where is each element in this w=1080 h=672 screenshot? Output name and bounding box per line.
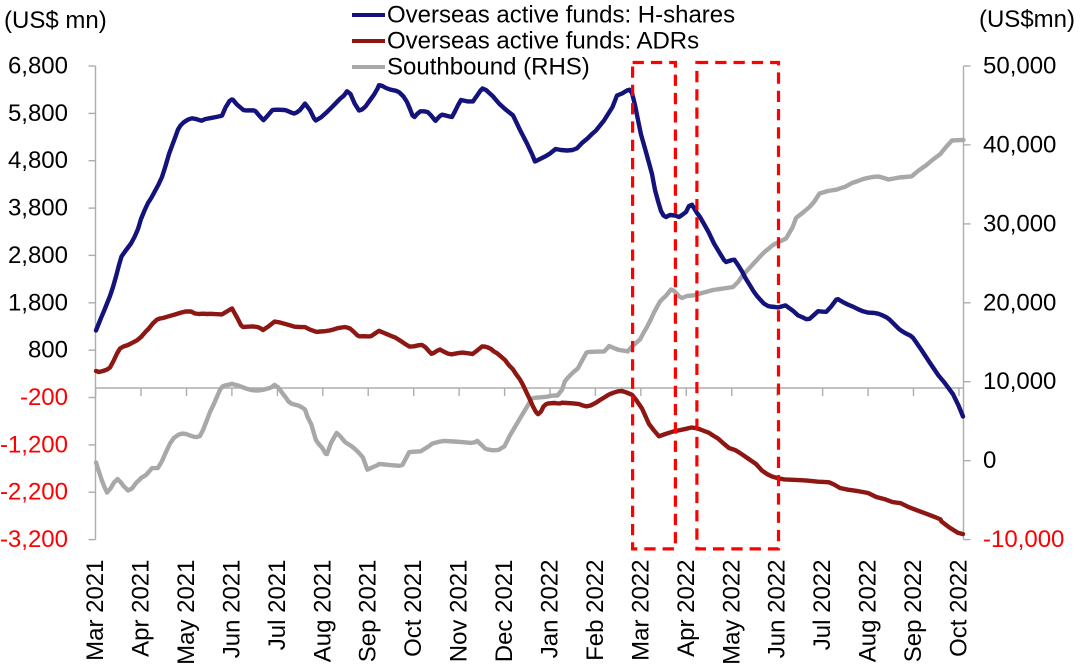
svg-text:4,800: 4,800 xyxy=(8,147,68,174)
svg-text:0: 0 xyxy=(983,447,996,474)
svg-text:Apr 2021: Apr 2021 xyxy=(128,560,155,657)
svg-text:Jun 2022: Jun 2022 xyxy=(764,560,791,659)
svg-text:Feb 2022: Feb 2022 xyxy=(582,560,609,661)
svg-text:-1,200: -1,200 xyxy=(0,431,68,458)
svg-text:Overseas active funds: H-share: Overseas active funds: H-shares xyxy=(387,2,735,29)
svg-text:Oct 2022: Oct 2022 xyxy=(946,560,973,657)
svg-text:Mar 2021: Mar 2021 xyxy=(82,560,109,661)
svg-text:Sep 2021: Sep 2021 xyxy=(355,560,382,663)
svg-text:Jun 2021: Jun 2021 xyxy=(218,560,245,659)
svg-text:-10,000: -10,000 xyxy=(983,526,1064,553)
svg-text:40,000: 40,000 xyxy=(983,131,1056,158)
svg-text:800: 800 xyxy=(28,337,68,364)
svg-text:-200: -200 xyxy=(20,384,68,411)
svg-text:Jan 2022: Jan 2022 xyxy=(537,560,564,659)
svg-text:Jul 2021: Jul 2021 xyxy=(264,560,291,651)
svg-text:Nov 2021: Nov 2021 xyxy=(446,560,473,663)
svg-text:Mar 2022: Mar 2022 xyxy=(627,560,654,661)
svg-text:6,800: 6,800 xyxy=(8,53,68,80)
svg-text:2,800: 2,800 xyxy=(8,242,68,269)
svg-text:Sep 2022: Sep 2022 xyxy=(900,560,927,663)
svg-text:Aug 2021: Aug 2021 xyxy=(309,560,336,663)
svg-text:Aug 2022: Aug 2022 xyxy=(855,560,882,663)
svg-text:1,800: 1,800 xyxy=(8,289,68,316)
svg-text:50,000: 50,000 xyxy=(983,53,1056,80)
svg-text:(US$ mn): (US$ mn) xyxy=(4,7,107,34)
svg-text:-2,200: -2,200 xyxy=(0,479,68,506)
svg-text:5,800: 5,800 xyxy=(8,100,68,127)
svg-text:Oct 2021: Oct 2021 xyxy=(400,560,427,657)
svg-text:10,000: 10,000 xyxy=(983,368,1056,395)
svg-text:Dec 2021: Dec 2021 xyxy=(491,560,518,663)
svg-text:May 2021: May 2021 xyxy=(173,560,200,665)
svg-text:20,000: 20,000 xyxy=(983,289,1056,316)
svg-text:Overseas active funds: ADRs: Overseas active funds: ADRs xyxy=(387,28,699,55)
svg-text:Apr 2022: Apr 2022 xyxy=(673,560,700,657)
svg-text:(US$mn): (US$mn) xyxy=(979,6,1075,33)
svg-text:Southbound (RHS): Southbound (RHS) xyxy=(387,54,590,81)
svg-text:3,800: 3,800 xyxy=(8,195,68,222)
svg-text:-3,200: -3,200 xyxy=(0,526,68,553)
svg-text:Jul 2022: Jul 2022 xyxy=(809,560,836,651)
svg-text:30,000: 30,000 xyxy=(983,210,1056,237)
svg-text:May 2022: May 2022 xyxy=(718,560,745,665)
